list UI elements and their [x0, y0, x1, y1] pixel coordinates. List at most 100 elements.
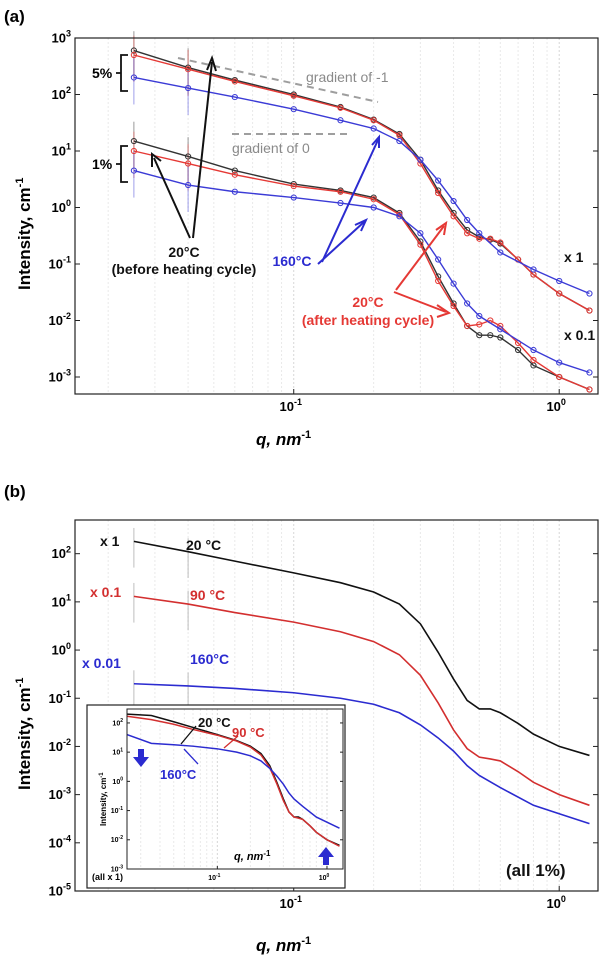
label-scale-x0-1: x 0.1: [564, 327, 595, 343]
y-tick-label: 102: [52, 544, 71, 561]
inset-label-20c: 20 °C: [198, 715, 231, 730]
label-scale-x1: x 1: [564, 249, 584, 265]
x-tick-label: 100: [546, 397, 565, 414]
y-tick-label: 102: [112, 718, 123, 727]
inset-up-arrow-icon: [318, 847, 334, 865]
data-point: [476, 332, 483, 339]
y-tick-label: 10-1: [49, 689, 71, 706]
inset-y-axis-title: Intensity, cm-1: [99, 772, 108, 826]
y-tick-label: 10-1: [49, 255, 71, 272]
annotation-arrows-a: [151, 55, 452, 318]
data-point: [497, 326, 504, 333]
data-point: [337, 199, 344, 207]
y-tick-label: 100: [112, 777, 123, 786]
label-all-1pct: (all 1%): [506, 861, 566, 880]
inset-arrow-160c: [183, 748, 199, 765]
data-point: [396, 132, 403, 139]
data-point: [130, 47, 137, 54]
data-point: [231, 167, 238, 174]
label-5pct: 5%: [92, 65, 113, 81]
panel-b-plot-frame: [74, 519, 599, 892]
data-point: [184, 64, 192, 71]
series-line: [133, 76, 590, 295]
panel-a-series: [130, 47, 593, 393]
inset-down-arrow-icon: [133, 749, 149, 767]
data-point: [487, 332, 494, 339]
arrow-160c-down: [317, 221, 365, 265]
data-point: [130, 51, 137, 59]
data-point: [184, 181, 192, 189]
data-point: [487, 235, 494, 242]
panel-b-y-axis-title: Intensity, cm-1: [14, 678, 34, 790]
data-point: [184, 160, 192, 167]
y-tick-label: 103: [52, 29, 71, 46]
data-point: [464, 322, 471, 330]
series-line: [133, 682, 590, 825]
data-point: [530, 346, 537, 354]
data-point: [130, 137, 137, 145]
panel-a-y-ticks: 10-3 10-2 10-1 100 101 102 103: [49, 29, 598, 385]
arrow-head: [354, 217, 369, 232]
data-point: [290, 194, 297, 201]
panel-a-x-ticks: 10-1 100: [279, 389, 566, 414]
data-point: [497, 249, 504, 256]
data-point: [556, 290, 563, 297]
data-point: [450, 213, 457, 220]
panel-a-x-axis-title: q, nm-1: [256, 429, 311, 449]
label-before-heating: (before heating cycle): [112, 261, 257, 277]
series-line: [133, 595, 590, 807]
inset-frame: [86, 704, 346, 889]
data-point: [586, 369, 593, 376]
data-point: [476, 321, 483, 328]
data-point: [396, 137, 403, 145]
y-tick-label: 101: [112, 747, 123, 756]
data-point: [476, 312, 483, 320]
data-point: [514, 346, 522, 354]
arrow-20c-before-up: [192, 61, 213, 239]
arrow-head: [371, 134, 380, 148]
y-tick-label: 101: [52, 593, 71, 610]
inset-all-x1-label: (all x 1): [92, 872, 123, 882]
data-point: [370, 194, 377, 201]
panel-b-y-ticks: 10-5 10-4 10-3 10-2 10-1 100 101 102: [49, 544, 598, 899]
data-point: [450, 197, 457, 205]
data-point: [435, 189, 442, 197]
panel-b-series: [133, 540, 590, 825]
data-point: [464, 230, 471, 237]
label-20c-before: 20°C: [168, 244, 199, 260]
panel-a-label: (a): [4, 7, 25, 26]
inset-label-90c: 90 °C: [232, 725, 265, 740]
y-tick-label: 10-3: [49, 785, 71, 802]
data-point: [417, 156, 424, 163]
series-line: [133, 140, 590, 391]
panel-b-errorbars: [133, 527, 189, 713]
y-tick-label: 10-2: [49, 737, 71, 754]
arrow-160c-up: [321, 139, 379, 263]
label-scale-x0-1-b: x 0.1: [90, 584, 121, 600]
y-tick-label: 10-2: [49, 311, 71, 328]
y-tick-label: 102: [52, 85, 71, 102]
y-tick-label: 100: [52, 641, 71, 658]
x-tick-label: 10-1: [279, 894, 301, 911]
data-point: [556, 373, 563, 381]
series: [130, 51, 593, 314]
label-20c-after: 20°C: [352, 294, 383, 310]
data-point: [396, 211, 403, 218]
data-point: [435, 256, 442, 263]
data-point: [130, 167, 137, 174]
series-line: [133, 540, 590, 757]
bracket-1pct: [116, 145, 128, 183]
data-point: [290, 182, 297, 190]
data-point: [450, 302, 457, 310]
arrow-head: [435, 220, 448, 236]
data-point: [435, 277, 442, 285]
series: [133, 682, 590, 825]
data-point: [290, 106, 297, 113]
y-tick-label: 10-3: [49, 368, 71, 385]
data-point: [370, 125, 377, 132]
inset-arrow-20c: [180, 725, 197, 745]
arrow-head: [151, 151, 162, 167]
data-point: [290, 92, 297, 99]
